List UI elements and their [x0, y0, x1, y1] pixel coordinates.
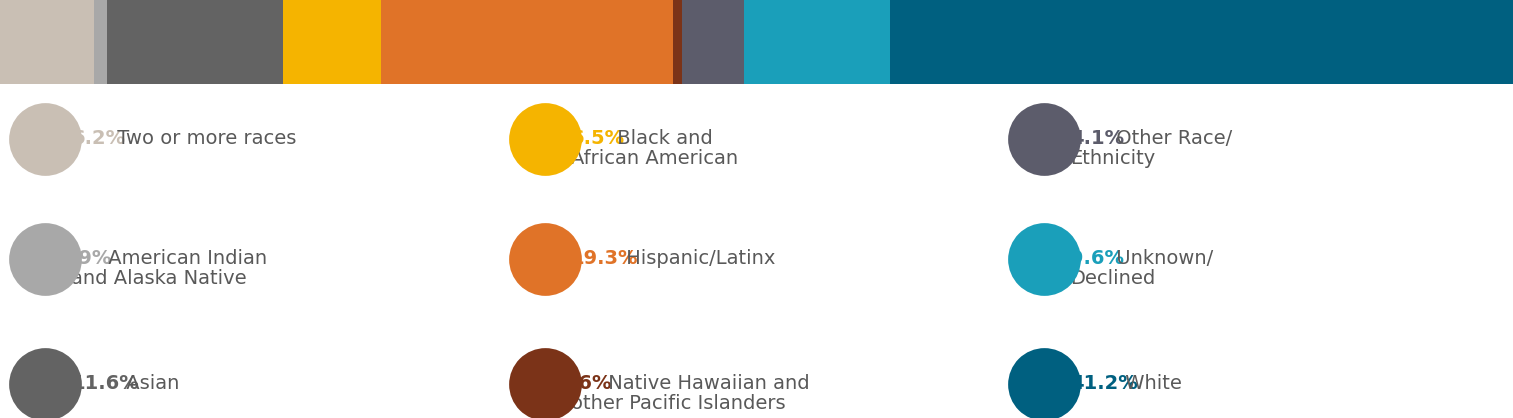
Bar	[744, 0, 890, 84]
Text: 41.2%: 41.2%	[1070, 374, 1138, 393]
Bar	[0, 0, 94, 84]
Text: African American: African American	[570, 149, 738, 168]
Text: .6%: .6%	[570, 374, 611, 393]
Point	[1032, 380, 1056, 387]
Text: Ethnicity: Ethnicity	[1070, 149, 1156, 168]
Text: Unknown/: Unknown/	[1111, 249, 1213, 268]
Point	[533, 380, 557, 387]
Point	[533, 255, 557, 262]
Text: Native Hawaiian and: Native Hawaiian and	[602, 374, 809, 393]
Text: .9%: .9%	[71, 249, 112, 268]
Point	[533, 135, 557, 142]
Point	[1032, 135, 1056, 142]
Bar	[381, 0, 673, 84]
Point	[33, 135, 57, 142]
Bar	[890, 0, 1513, 84]
Text: Two or more races: Two or more races	[112, 129, 297, 148]
Text: 11.6%: 11.6%	[71, 374, 139, 393]
Text: 9.6%: 9.6%	[1070, 249, 1124, 268]
Text: 4.1%: 4.1%	[1070, 129, 1124, 148]
Bar	[94, 0, 107, 84]
Text: Declined: Declined	[1070, 269, 1156, 288]
Text: and Alaska Native: and Alaska Native	[71, 269, 247, 288]
Bar	[673, 0, 682, 84]
Text: Black and: Black and	[611, 129, 713, 148]
Text: Hispanic/Latinx: Hispanic/Latinx	[620, 249, 775, 268]
Text: other Pacific Islanders: other Pacific Islanders	[570, 394, 785, 413]
Text: 19.3%: 19.3%	[570, 249, 638, 268]
Text: American Indian: American Indian	[103, 249, 268, 268]
Point	[1032, 255, 1056, 262]
Bar	[283, 0, 381, 84]
Text: Asian: Asian	[121, 374, 180, 393]
Bar	[682, 0, 744, 84]
Text: 6.5%: 6.5%	[570, 129, 625, 148]
Text: White: White	[1120, 374, 1182, 393]
Bar	[107, 0, 283, 84]
Text: Other Race/: Other Race/	[1111, 129, 1232, 148]
Point	[33, 255, 57, 262]
Point	[33, 380, 57, 387]
Text: 6.2%: 6.2%	[71, 129, 126, 148]
